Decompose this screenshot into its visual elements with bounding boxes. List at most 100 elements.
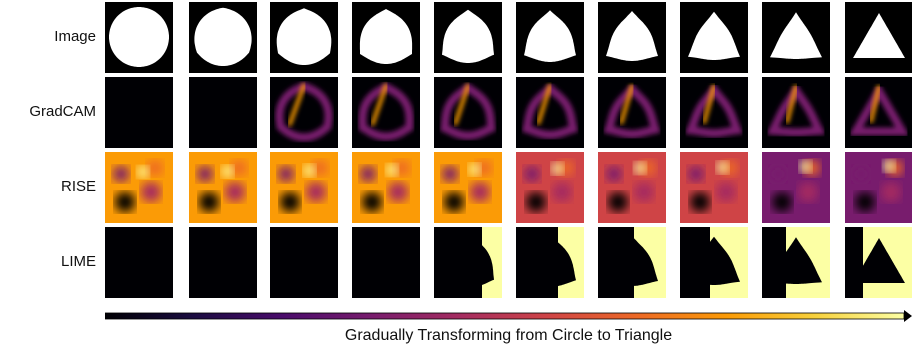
gradcam-map-4 — [352, 77, 420, 148]
image-map-9 — [762, 2, 830, 73]
shape-2 — [194, 7, 252, 66]
row-label-gradcam: GradCAM — [29, 102, 96, 120]
image-tile-7 — [598, 2, 666, 73]
rise-map-3 — [270, 152, 338, 223]
gradcam-tile-9 — [762, 77, 830, 148]
gradcam-map-2 — [189, 77, 257, 148]
gradcam-tile-2 — [189, 77, 257, 148]
lime-tile-4 — [352, 227, 420, 298]
lime-tile-9 — [762, 227, 830, 298]
lime-tile-7 — [598, 227, 666, 298]
lime-map-1 — [105, 227, 173, 298]
lime-map-7 — [598, 227, 666, 298]
lime-tile-10 — [845, 227, 912, 298]
lime-map-5 — [434, 227, 502, 298]
shape-7 — [606, 11, 658, 61]
rise-map-9 — [762, 152, 830, 223]
image-tile-9 — [762, 2, 830, 73]
image-map-5 — [434, 2, 502, 73]
gradcam-map-7 — [598, 77, 666, 148]
rise-tile-3 — [270, 152, 338, 223]
gradcam-tile-1 — [105, 77, 173, 148]
gradcam-tile-6 — [516, 77, 584, 148]
image-map-7 — [598, 2, 666, 73]
image-tile-3 — [270, 2, 338, 73]
rise-tile-9 — [762, 152, 830, 223]
shape-5 — [442, 9, 494, 63]
rise-map-10 — [845, 152, 912, 223]
rise-map-5 — [434, 152, 502, 223]
image-tile-8 — [680, 2, 748, 73]
row-label-image: Image — [54, 27, 96, 45]
lime-tile-2 — [189, 227, 257, 298]
gradcam-map-6 — [516, 77, 584, 148]
shape-4 — [359, 9, 413, 64]
rise-map-6 — [516, 152, 584, 223]
gradient-arrow-svg — [104, 310, 912, 322]
lime-map-3 — [270, 227, 338, 298]
rise-tile-7 — [598, 152, 666, 223]
rise-map-7 — [598, 152, 666, 223]
gradcam-tile-5 — [434, 77, 502, 148]
image-tile-6 — [516, 2, 584, 73]
gradcam-map-3 — [270, 77, 338, 148]
image-tile-1 — [105, 2, 173, 73]
gradcam-map-9 — [762, 77, 830, 148]
image-map-6 — [516, 2, 584, 73]
lime-map-2 — [189, 227, 257, 298]
image-tile-10 — [845, 2, 912, 73]
lime-tile-6 — [516, 227, 584, 298]
lime-map-8 — [680, 227, 748, 298]
rise-tile-2 — [189, 152, 257, 223]
image-map-8 — [680, 2, 748, 73]
row-label-rise: RISE — [60, 177, 96, 195]
gradcam-map-1 — [105, 77, 173, 148]
shape-9 — [770, 12, 822, 60]
shape-3 — [276, 8, 332, 66]
lime-map-4 — [352, 227, 420, 298]
shape-8 — [688, 11, 740, 60]
shape-1 — [109, 7, 169, 67]
rise-tile-1 — [105, 152, 173, 223]
gradcam-map-5 — [434, 77, 502, 148]
image-map-10 — [845, 2, 912, 73]
gradcam-tile-4 — [352, 77, 420, 148]
arrow-head — [904, 310, 912, 322]
image-map-2 — [189, 2, 257, 73]
rise-tile-10 — [845, 152, 912, 223]
gradcam-map-10 — [845, 77, 912, 148]
rise-map-4 — [352, 152, 420, 223]
lime-tile-3 — [270, 227, 338, 298]
gradcam-map-8 — [680, 77, 748, 148]
shape-10 — [853, 13, 905, 58]
image-map-1 — [105, 2, 173, 73]
gradcam-tile-7 — [598, 77, 666, 148]
image-tile-2 — [189, 2, 257, 73]
gradient-arrow — [104, 309, 912, 322]
rise-tile-4 — [352, 152, 420, 223]
image-map-3 — [270, 2, 338, 73]
lime-map-10 — [845, 227, 912, 298]
rise-map-8 — [680, 152, 748, 223]
image-map-4 — [352, 2, 420, 73]
lime-map-6 — [516, 227, 584, 298]
lime-tile-5 — [434, 227, 502, 298]
rise-map-1 — [105, 152, 173, 223]
gradient-bar — [104, 312, 905, 320]
lime-tile-1 — [105, 227, 173, 298]
rise-tile-8 — [680, 152, 748, 223]
image-tile-5 — [434, 2, 502, 73]
figure-caption: Gradually Transforming from Circle to Tr… — [344, 327, 673, 344]
lime-tile-8 — [680, 227, 748, 298]
gradcam-tile-8 — [680, 77, 748, 148]
image-tile-4 — [352, 2, 420, 73]
rise-tile-6 — [516, 152, 584, 223]
rise-map-2 — [189, 152, 257, 223]
shape-6 — [524, 10, 576, 63]
gradcam-tile-3 — [270, 77, 338, 148]
row-label-lime: LIME — [60, 252, 96, 270]
gradcam-tile-10 — [845, 77, 912, 148]
rise-tile-5 — [434, 152, 502, 223]
lime-map-9 — [762, 227, 830, 298]
